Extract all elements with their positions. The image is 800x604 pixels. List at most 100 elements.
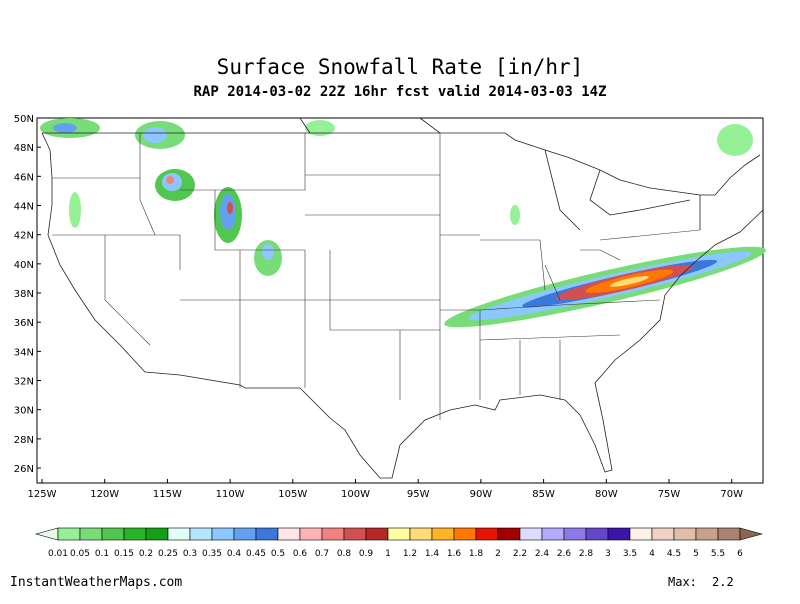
- latitude-label: 50N: [14, 114, 34, 125]
- colorbar-label: 4: [649, 549, 655, 559]
- latitude-label: 46N: [14, 172, 34, 183]
- longitude-label: 85W: [532, 489, 555, 500]
- colorbar-box: [541, 527, 565, 541]
- colorbar-label: 0.01: [48, 549, 68, 559]
- longitude-label: 105W: [278, 489, 307, 500]
- longitude-label: 70W: [720, 489, 743, 500]
- colorbar-label: 2.6: [557, 549, 572, 559]
- colorbar-box: [57, 527, 81, 541]
- latitude-label: 28N: [14, 435, 34, 446]
- colorbar-box: [519, 527, 543, 541]
- colorbar-box: [167, 527, 191, 541]
- colorbar-box: [299, 527, 323, 541]
- colorbar-label: 1.6: [447, 549, 462, 559]
- longitude-labels: 125W 120W 115W 110W 105W 100W 95W 90W 85W 80W 75W 7…: [28, 479, 743, 500]
- colorbar-label: 0.7: [315, 549, 329, 559]
- colorbar-label: 1.8: [469, 549, 484, 559]
- colorbar-label: 0.4: [227, 549, 242, 559]
- colorbar-label: 0.45: [246, 549, 266, 559]
- colorbar-label: 0.8: [337, 549, 352, 559]
- colorbar-box: [475, 527, 499, 541]
- longitude-label: 100W: [341, 489, 370, 500]
- max-value: 2.2: [712, 575, 734, 589]
- latitude-label: 34N: [14, 347, 34, 358]
- max-label: Max:: [668, 575, 697, 589]
- longitude-label: 95W: [407, 489, 430, 500]
- latitude-label: 36N: [14, 318, 34, 329]
- colorbar-box: [387, 527, 411, 541]
- snowfall-field: [40, 118, 766, 328]
- colorbar-label: 2.8: [579, 549, 594, 559]
- longitude-label: 80W: [595, 489, 618, 500]
- colorbar-label: 0.25: [158, 549, 178, 559]
- longitude-label: 75W: [658, 489, 681, 500]
- us-outline: [41, 132, 764, 479]
- colorbar-box: [123, 527, 147, 541]
- colorbar-box: [453, 527, 477, 541]
- colorbar-label: 1: [385, 549, 391, 559]
- colorbar-box: [145, 527, 169, 541]
- colorbar-label: 5.5: [711, 549, 725, 559]
- colorbar-box: [607, 527, 631, 541]
- latitude-label: 26N: [14, 464, 34, 475]
- colorbar-label: 2.2: [513, 549, 527, 559]
- colorbar-box: [585, 527, 609, 541]
- colorbar-box: [629, 527, 653, 541]
- latitude-label: 30N: [14, 406, 34, 417]
- subtitle: RAP 2014-03-02 22Z 16hr fcst valid 2014-…: [193, 84, 606, 100]
- colorbar-box: [321, 527, 345, 541]
- colorbar-box: [79, 527, 103, 541]
- longitude-label: 120W: [90, 489, 119, 500]
- colorbar-box: [717, 527, 741, 541]
- colorbar-box: [211, 527, 235, 541]
- latitude-labels: 50N 48N 46N 44N 42N 40N 38N 36N 34N 32N 30N 28N 26N: [14, 114, 41, 475]
- colorbar-label: 4.5: [667, 549, 681, 559]
- colorbar-label: 1.4: [425, 549, 440, 559]
- latitude-label: 44N: [14, 202, 34, 213]
- title: Surface Snowfall Rate [in/hr]: [217, 55, 584, 79]
- colorbar-box: [343, 527, 367, 541]
- longitude-label: 110W: [216, 489, 245, 500]
- colorbar-label: 0.05: [70, 549, 90, 559]
- source: InstantWeatherMaps.com: [10, 575, 182, 590]
- latitude-label: 40N: [14, 260, 34, 271]
- colorbar-end: [739, 527, 764, 541]
- colorbar-label: 0.35: [202, 549, 222, 559]
- colorbar-box: [409, 527, 433, 541]
- colorbar-label: 3.5: [623, 549, 637, 559]
- colorbar-box: [101, 527, 125, 541]
- colorbar-box: [365, 527, 389, 541]
- longitude-label: 115W: [153, 489, 182, 500]
- colorbar: 0.01 0.05 0.1 0.15 0.2 0.25 0.3 0.35 0.4 0.45 0.5 0…: [34, 527, 764, 559]
- colorbar-box: [431, 527, 455, 541]
- state-lines: [52, 133, 701, 420]
- canada-lines: [299, 117, 701, 231]
- colorbar-label: 0.15: [114, 549, 134, 559]
- colorbar-label: 2.4: [535, 549, 550, 559]
- colorbar-end: [34, 527, 59, 541]
- latitude-label: 42N: [14, 231, 34, 242]
- colorbar-label: 0.5: [271, 549, 285, 559]
- colorbar-label: 0.2: [139, 549, 153, 559]
- colorbar-box: [563, 527, 587, 541]
- longitude-label: 90W: [470, 489, 493, 500]
- colorbar-label: 0.9: [359, 549, 374, 559]
- colorbar-label: 2: [495, 549, 501, 559]
- latitude-label: 38N: [14, 289, 34, 300]
- colorbar-label: 1.2: [403, 549, 417, 559]
- colorbar-box: [673, 527, 697, 541]
- colorbar-box: [651, 527, 675, 541]
- colorbar-label: 0.3: [183, 549, 197, 559]
- colorbar-box: [255, 527, 279, 541]
- colorbar-box: [497, 527, 521, 541]
- colorbar-label: 3: [605, 549, 611, 559]
- latitude-label: 32N: [14, 377, 34, 388]
- colorbar-label: 0.6: [293, 549, 308, 559]
- map: [36, 117, 766, 484]
- colorbar-box: [189, 527, 213, 541]
- colorbar-box: [277, 527, 301, 541]
- colorbar-label: 6: [737, 549, 743, 559]
- longitude-label: 125W: [28, 489, 57, 500]
- latitude-label: 48N: [14, 143, 34, 154]
